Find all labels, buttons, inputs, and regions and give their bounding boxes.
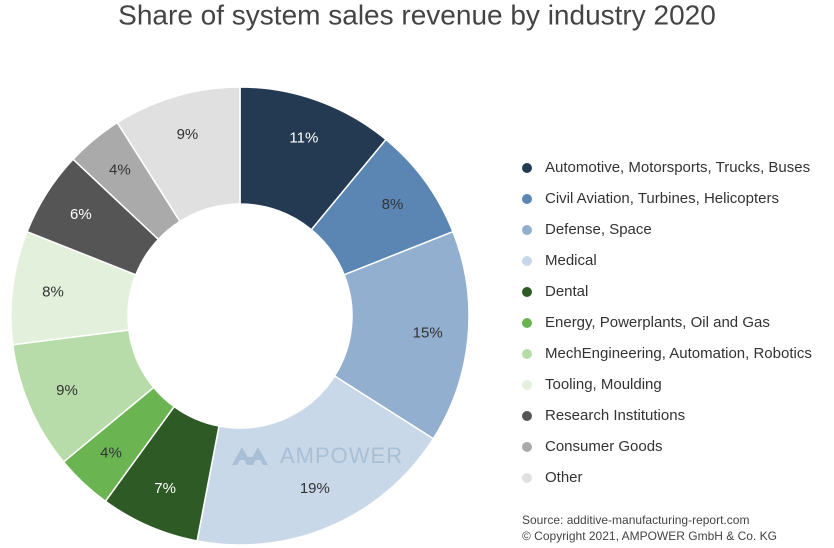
slice [196, 374, 435, 546]
data-label: 15% [413, 325, 443, 342]
legend-label: Tooling, Moulding [545, 376, 662, 393]
legend-swatch [522, 256, 532, 266]
data-label: 6% [70, 206, 92, 223]
legend-swatch [522, 349, 532, 359]
watermark: AMPOWER [280, 443, 403, 468]
legend-swatch [522, 380, 532, 390]
copyright: © Copyright 2021, AMPOWER GmbH & Co. KG [522, 529, 777, 543]
legend-label: Other [545, 469, 583, 486]
legend-swatch [522, 194, 532, 204]
chart-title: Share of system sales revenue by industr… [118, 0, 716, 30]
data-label: 4% [109, 162, 131, 179]
legend-swatch [522, 163, 532, 173]
data-label: 7% [154, 480, 176, 497]
data-label: 8% [382, 196, 404, 213]
legend-label: Consumer Goods [545, 438, 663, 455]
legend-label: Research Institutions [545, 407, 685, 424]
legend: Automotive, Motorsports, Trucks, Buses Ci… [522, 159, 812, 486]
legend-swatch [522, 318, 532, 328]
data-label: 9% [177, 126, 199, 143]
legend-swatch [522, 473, 532, 483]
legend-label: Defense, Space [545, 221, 652, 238]
data-label: 4% [100, 444, 122, 461]
legend-swatch [522, 225, 532, 235]
source: Source: additive-manufacturing-report.co… [522, 513, 749, 527]
legend-swatch [522, 411, 532, 421]
legend-label: Automotive, Motorsports, Trucks, Buses [545, 159, 810, 176]
watermark-logo [232, 447, 268, 465]
legend-label: MechEngineering, Automation, Robotics [545, 345, 812, 362]
donut: 11% 8% 15% 19% 7% 4% 9% 8% 6% 4% 9% [10, 86, 470, 546]
data-label: 8% [42, 283, 64, 300]
legend-swatch [522, 442, 532, 452]
data-label: 11% [289, 130, 318, 147]
slice [333, 230, 470, 440]
legend-label: Civil Aviation, Turbines, Helicopters [545, 190, 779, 207]
data-label: 9% [56, 382, 78, 399]
slice [116, 86, 241, 223]
legend-label: Medical [545, 252, 597, 269]
legend-swatch [522, 287, 532, 297]
legend-label: Energy, Powerplants, Oil and Gas [545, 314, 770, 331]
data-label: 19% [300, 480, 330, 497]
legend-label: Dental [545, 283, 588, 300]
